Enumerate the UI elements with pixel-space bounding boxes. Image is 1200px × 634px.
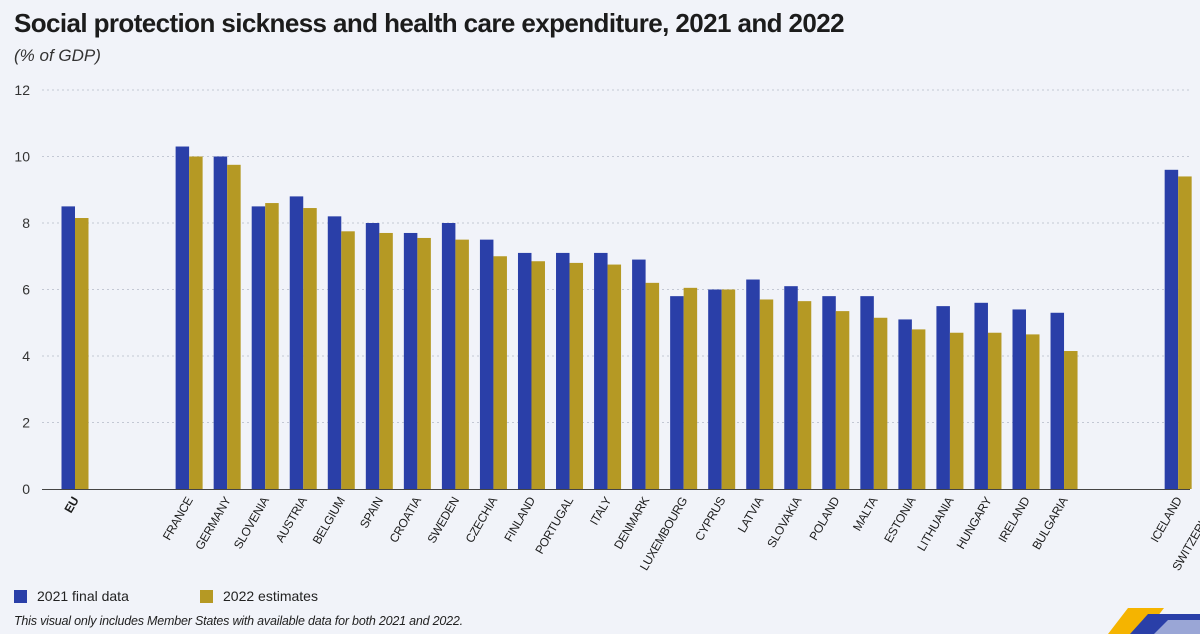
y-tick-label: 4 [22,348,30,364]
bar-slovakia-2021 [784,286,798,489]
bar-eu-2021 [61,206,75,490]
x-tick-label-portugal: PORTUGAL [532,494,576,556]
bar-spain-2021 [365,223,380,489]
legend-item-2022: 2022 estimates [200,588,318,604]
bar-czechia-2022 [493,256,507,489]
x-tick-label-czechia: CZECHIA [463,494,501,545]
bar-lithuania-2022 [949,332,964,489]
x-tick-label-iceland: ICELAND [1148,494,1185,545]
bar-finland-2021 [517,252,532,489]
bar-luxembourg-2021 [670,296,684,489]
chart-title: Social protection sickness and health ca… [14,8,845,38]
bar-croatia-2022 [417,237,431,489]
x-tick-label-lithuania: LITHUANIA [914,494,956,553]
bar-cyprus-2022 [721,289,736,489]
bar-lithuania-2021 [936,306,950,490]
x-tick-label-sweden: SWEDEN [424,495,462,546]
bars [61,146,1192,490]
bar-denmark-2022 [645,282,660,489]
bar-slovenia-2022 [265,203,279,490]
y-tick-label: 2 [22,415,30,431]
legend-item-2021: 2021 final data [14,588,129,604]
bar-latvia-2021 [746,279,760,489]
bar-sweden-2022 [455,239,469,490]
bar-france-2021 [175,146,190,489]
x-tick-label-cyprus: CYPRUS [692,494,728,543]
bar-cyprus-2021 [708,289,722,489]
bar-poland-2022 [835,311,850,489]
bar-portugal-2022 [569,262,584,489]
bar-poland-2021 [822,296,836,489]
legend-label-2021: 2021 final data [37,588,129,604]
bar-austria-2022 [303,208,317,490]
legend-swatch-2021 [14,589,27,603]
bar-belgium-2021 [327,216,342,489]
x-tick-label-spain: SPAIN [357,495,386,531]
x-tick-label-latvia: LATVIA [735,494,767,535]
x-tick-label-italy: ITALY [587,494,614,527]
x-tick-label-eu: EU [61,495,81,516]
bar-belgium-2022 [341,231,355,489]
x-tick-label-austria: AUSTRIA [273,494,310,544]
legend-label-2022: 2022 estimates [223,588,318,604]
bar-malta-2022 [873,317,888,489]
bar-germany-2022 [227,164,241,489]
bar-iceland-2022 [1178,176,1192,489]
bar-germany-2021 [213,156,228,489]
bar-france-2022 [189,156,203,489]
chart-subtitle: (% of GDP) [14,46,101,65]
bar-denmark-2021 [632,259,646,489]
bar-estonia-2022 [911,329,926,489]
y-tick-label: 0 [22,481,30,497]
x-tick-label-ireland: IRELAND [996,494,1033,545]
x-tick-label-france: FRANCE [160,494,196,542]
x-tick-label-germany: GERMANY [192,494,234,552]
bar-croatia-2021 [403,232,418,489]
bar-bulgaria-2021 [1050,312,1065,489]
y-tick-label: 12 [14,82,30,98]
bar-czechia-2021 [479,239,494,490]
y-tick-label: 8 [22,215,30,231]
footnote: This visual only includes Member States … [14,614,463,628]
bar-hungary-2022 [987,332,1002,489]
bar-ireland-2021 [1012,309,1026,489]
bar-latvia-2022 [759,299,774,489]
y-tick-label: 6 [22,282,30,298]
x-tick-label-belgium: BELGIUM [310,494,348,546]
x-tick-label-slovakia: SLOVAKIA [764,494,804,550]
bar-austria-2021 [289,196,304,489]
x-tick-label-finland: FINLAND [501,494,538,544]
bar-estonia-2021 [898,319,912,489]
bar-italy-2022 [607,264,622,489]
bar-malta-2021 [860,296,874,489]
y-tick-label: 10 [14,149,30,165]
x-tick-label-slovenia: SLOVENIA [231,494,272,551]
x-tick-label-estonia: ESTONIA [881,494,918,545]
x-tick-label-malta: MALTA [850,494,881,533]
bar-ireland-2022 [1026,334,1040,489]
bar-hungary-2021 [974,302,988,489]
x-tick-label-poland: POLAND [806,494,842,543]
bar-bulgaria-2022 [1064,351,1078,489]
x-tick-label-denmark: DENMARK [611,494,652,551]
y-axis-ticks: 0 2 4 6 8 10 12 [14,82,30,497]
bar-eu-2022 [75,218,89,489]
bar-spain-2022 [379,232,393,489]
bar-luxembourg-2022 [683,287,698,489]
eurostat-logo-icon [1108,608,1200,634]
bar-finland-2022 [531,261,545,489]
bar-slovakia-2022 [797,301,812,489]
bar-iceland-2021 [1164,169,1179,490]
bar-portugal-2021 [556,252,570,489]
bar-sweden-2021 [441,223,456,489]
bar-italy-2021 [594,252,608,489]
x-tick-label-hungary: HUNGARY [954,494,995,551]
legend-swatch-2022 [200,589,213,603]
x-tick-label-croatia: CROATIA [387,494,424,545]
bar-slovenia-2021 [251,206,266,490]
x-tick-label-bulgaria: BULGARIA [1029,494,1070,552]
